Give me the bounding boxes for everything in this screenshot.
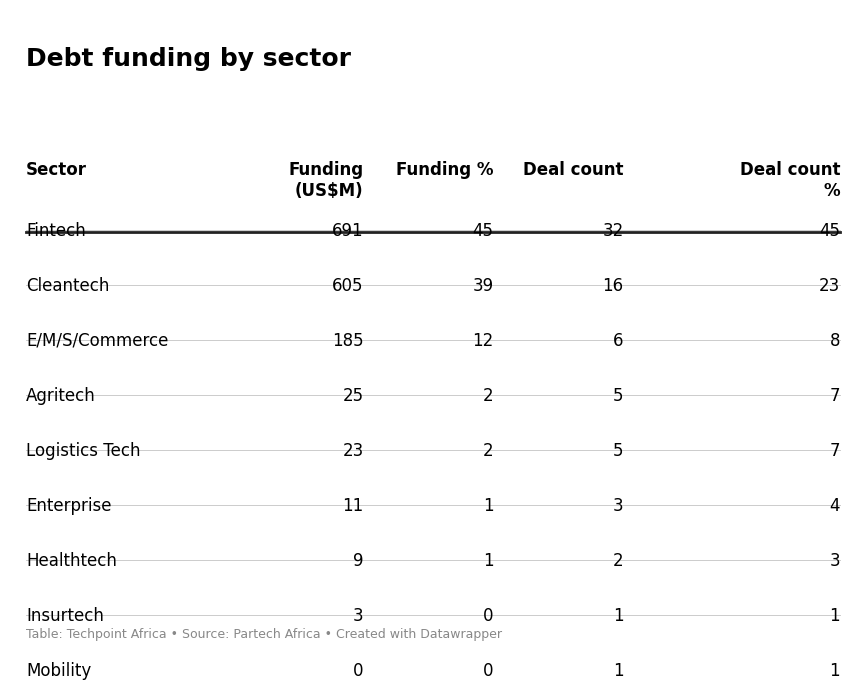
- Text: Healthtech: Healthtech: [26, 552, 117, 570]
- Text: 185: 185: [332, 331, 364, 350]
- Text: 0: 0: [353, 662, 364, 680]
- Text: 12: 12: [472, 331, 494, 350]
- Text: 7: 7: [830, 442, 840, 460]
- Text: Deal count
%: Deal count %: [740, 161, 840, 200]
- Text: 2: 2: [613, 552, 624, 570]
- Text: 32: 32: [602, 222, 624, 239]
- Text: 45: 45: [819, 222, 840, 239]
- Text: 5: 5: [613, 387, 624, 404]
- Text: 1: 1: [483, 496, 494, 515]
- Text: 0: 0: [483, 662, 494, 680]
- Text: 39: 39: [473, 277, 494, 295]
- Text: Funding %: Funding %: [396, 161, 494, 179]
- Text: 3: 3: [353, 607, 364, 625]
- Text: 1: 1: [613, 607, 624, 625]
- Text: 605: 605: [333, 277, 364, 295]
- Text: Fintech: Fintech: [26, 222, 86, 239]
- Text: 1: 1: [613, 662, 624, 680]
- Text: 6: 6: [613, 331, 624, 350]
- Text: 25: 25: [343, 387, 364, 404]
- Text: Enterprise: Enterprise: [26, 496, 112, 515]
- Text: 8: 8: [830, 331, 840, 350]
- Text: Cleantech: Cleantech: [26, 277, 109, 295]
- Text: 7: 7: [830, 387, 840, 404]
- Text: 2: 2: [483, 387, 494, 404]
- Text: Debt funding by sector: Debt funding by sector: [26, 47, 351, 71]
- Text: 691: 691: [332, 222, 364, 239]
- Text: 23: 23: [818, 277, 840, 295]
- Text: 11: 11: [342, 496, 364, 515]
- Text: E/M/S/Commerce: E/M/S/Commerce: [26, 331, 168, 350]
- Text: Insurtech: Insurtech: [26, 607, 104, 625]
- Text: 3: 3: [830, 552, 840, 570]
- Text: Mobility: Mobility: [26, 662, 91, 680]
- Text: Deal count: Deal count: [523, 161, 624, 179]
- Text: 16: 16: [603, 277, 624, 295]
- Text: Agritech: Agritech: [26, 387, 96, 404]
- Text: 5: 5: [613, 442, 624, 460]
- Text: 9: 9: [353, 552, 364, 570]
- Text: 1: 1: [830, 662, 840, 680]
- Text: 3: 3: [613, 496, 624, 515]
- Text: Sector: Sector: [26, 161, 87, 179]
- Text: 1: 1: [483, 552, 494, 570]
- Text: 2: 2: [483, 442, 494, 460]
- Text: 45: 45: [473, 222, 494, 239]
- Text: 23: 23: [342, 442, 364, 460]
- Text: 1: 1: [830, 607, 840, 625]
- Text: 0: 0: [483, 607, 494, 625]
- Text: Funding
(US$M): Funding (US$M): [288, 161, 364, 200]
- Text: Logistics Tech: Logistics Tech: [26, 442, 140, 460]
- Text: 4: 4: [830, 496, 840, 515]
- Text: Table: Techpoint Africa • Source: Partech Africa • Created with Datawrapper: Table: Techpoint Africa • Source: Partec…: [26, 628, 502, 641]
